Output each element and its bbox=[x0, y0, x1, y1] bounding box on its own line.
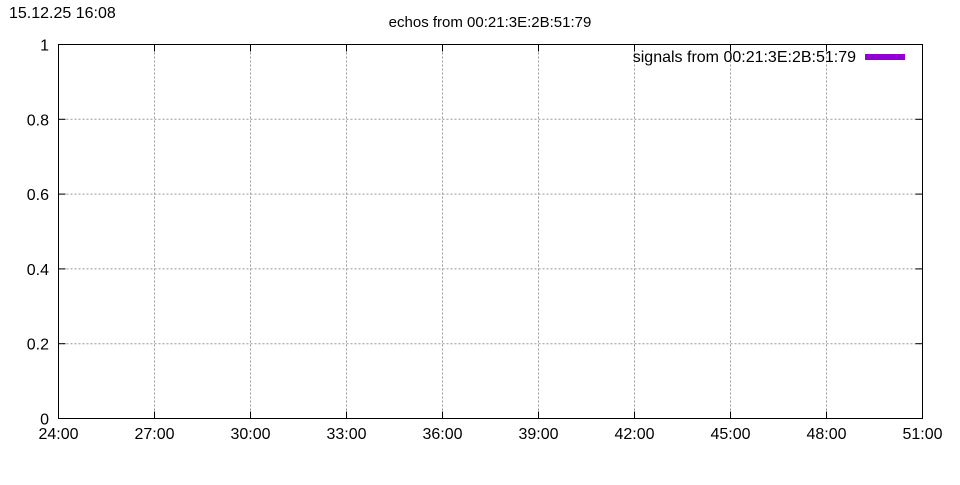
x-tick-label: 36:00 bbox=[422, 426, 462, 443]
plot-border bbox=[58, 44, 923, 419]
x-tick-label: 39:00 bbox=[518, 426, 558, 443]
legend-label: signals from 00:21:3E:2B:51:79 bbox=[633, 49, 856, 66]
x-tick-label: 24:00 bbox=[38, 426, 78, 443]
x-tick-label: 45:00 bbox=[710, 426, 750, 443]
x-tick-label: 27:00 bbox=[134, 426, 174, 443]
x-tick-label: 30:00 bbox=[230, 426, 270, 443]
chart-title: echos from 00:21:3E:2B:51:79 bbox=[389, 14, 592, 31]
y-tick-label: 0.8 bbox=[27, 112, 49, 129]
grid bbox=[58, 44, 923, 419]
y-tick-label: 0.2 bbox=[27, 337, 49, 354]
legend: signals from 00:21:3E:2B:51:79 bbox=[633, 49, 905, 66]
x-tick-label: 33:00 bbox=[326, 426, 366, 443]
ticks: 24:00 27:00 30:00 33:00 36:00 39:00 42:00 45:00… bbox=[27, 38, 943, 444]
y-tick-label: 0 bbox=[40, 412, 49, 429]
timestamp: 15.12.25 16:08 bbox=[9, 5, 116, 22]
y-tick-label: 0.4 bbox=[27, 262, 49, 279]
x-tick-label: 48:00 bbox=[806, 426, 846, 443]
y-tick-label: 0.6 bbox=[27, 187, 49, 204]
x-tick-label: 51:00 bbox=[902, 426, 942, 443]
y-tick-label: 1 bbox=[40, 38, 49, 55]
x-tick-label: 42:00 bbox=[614, 426, 654, 443]
